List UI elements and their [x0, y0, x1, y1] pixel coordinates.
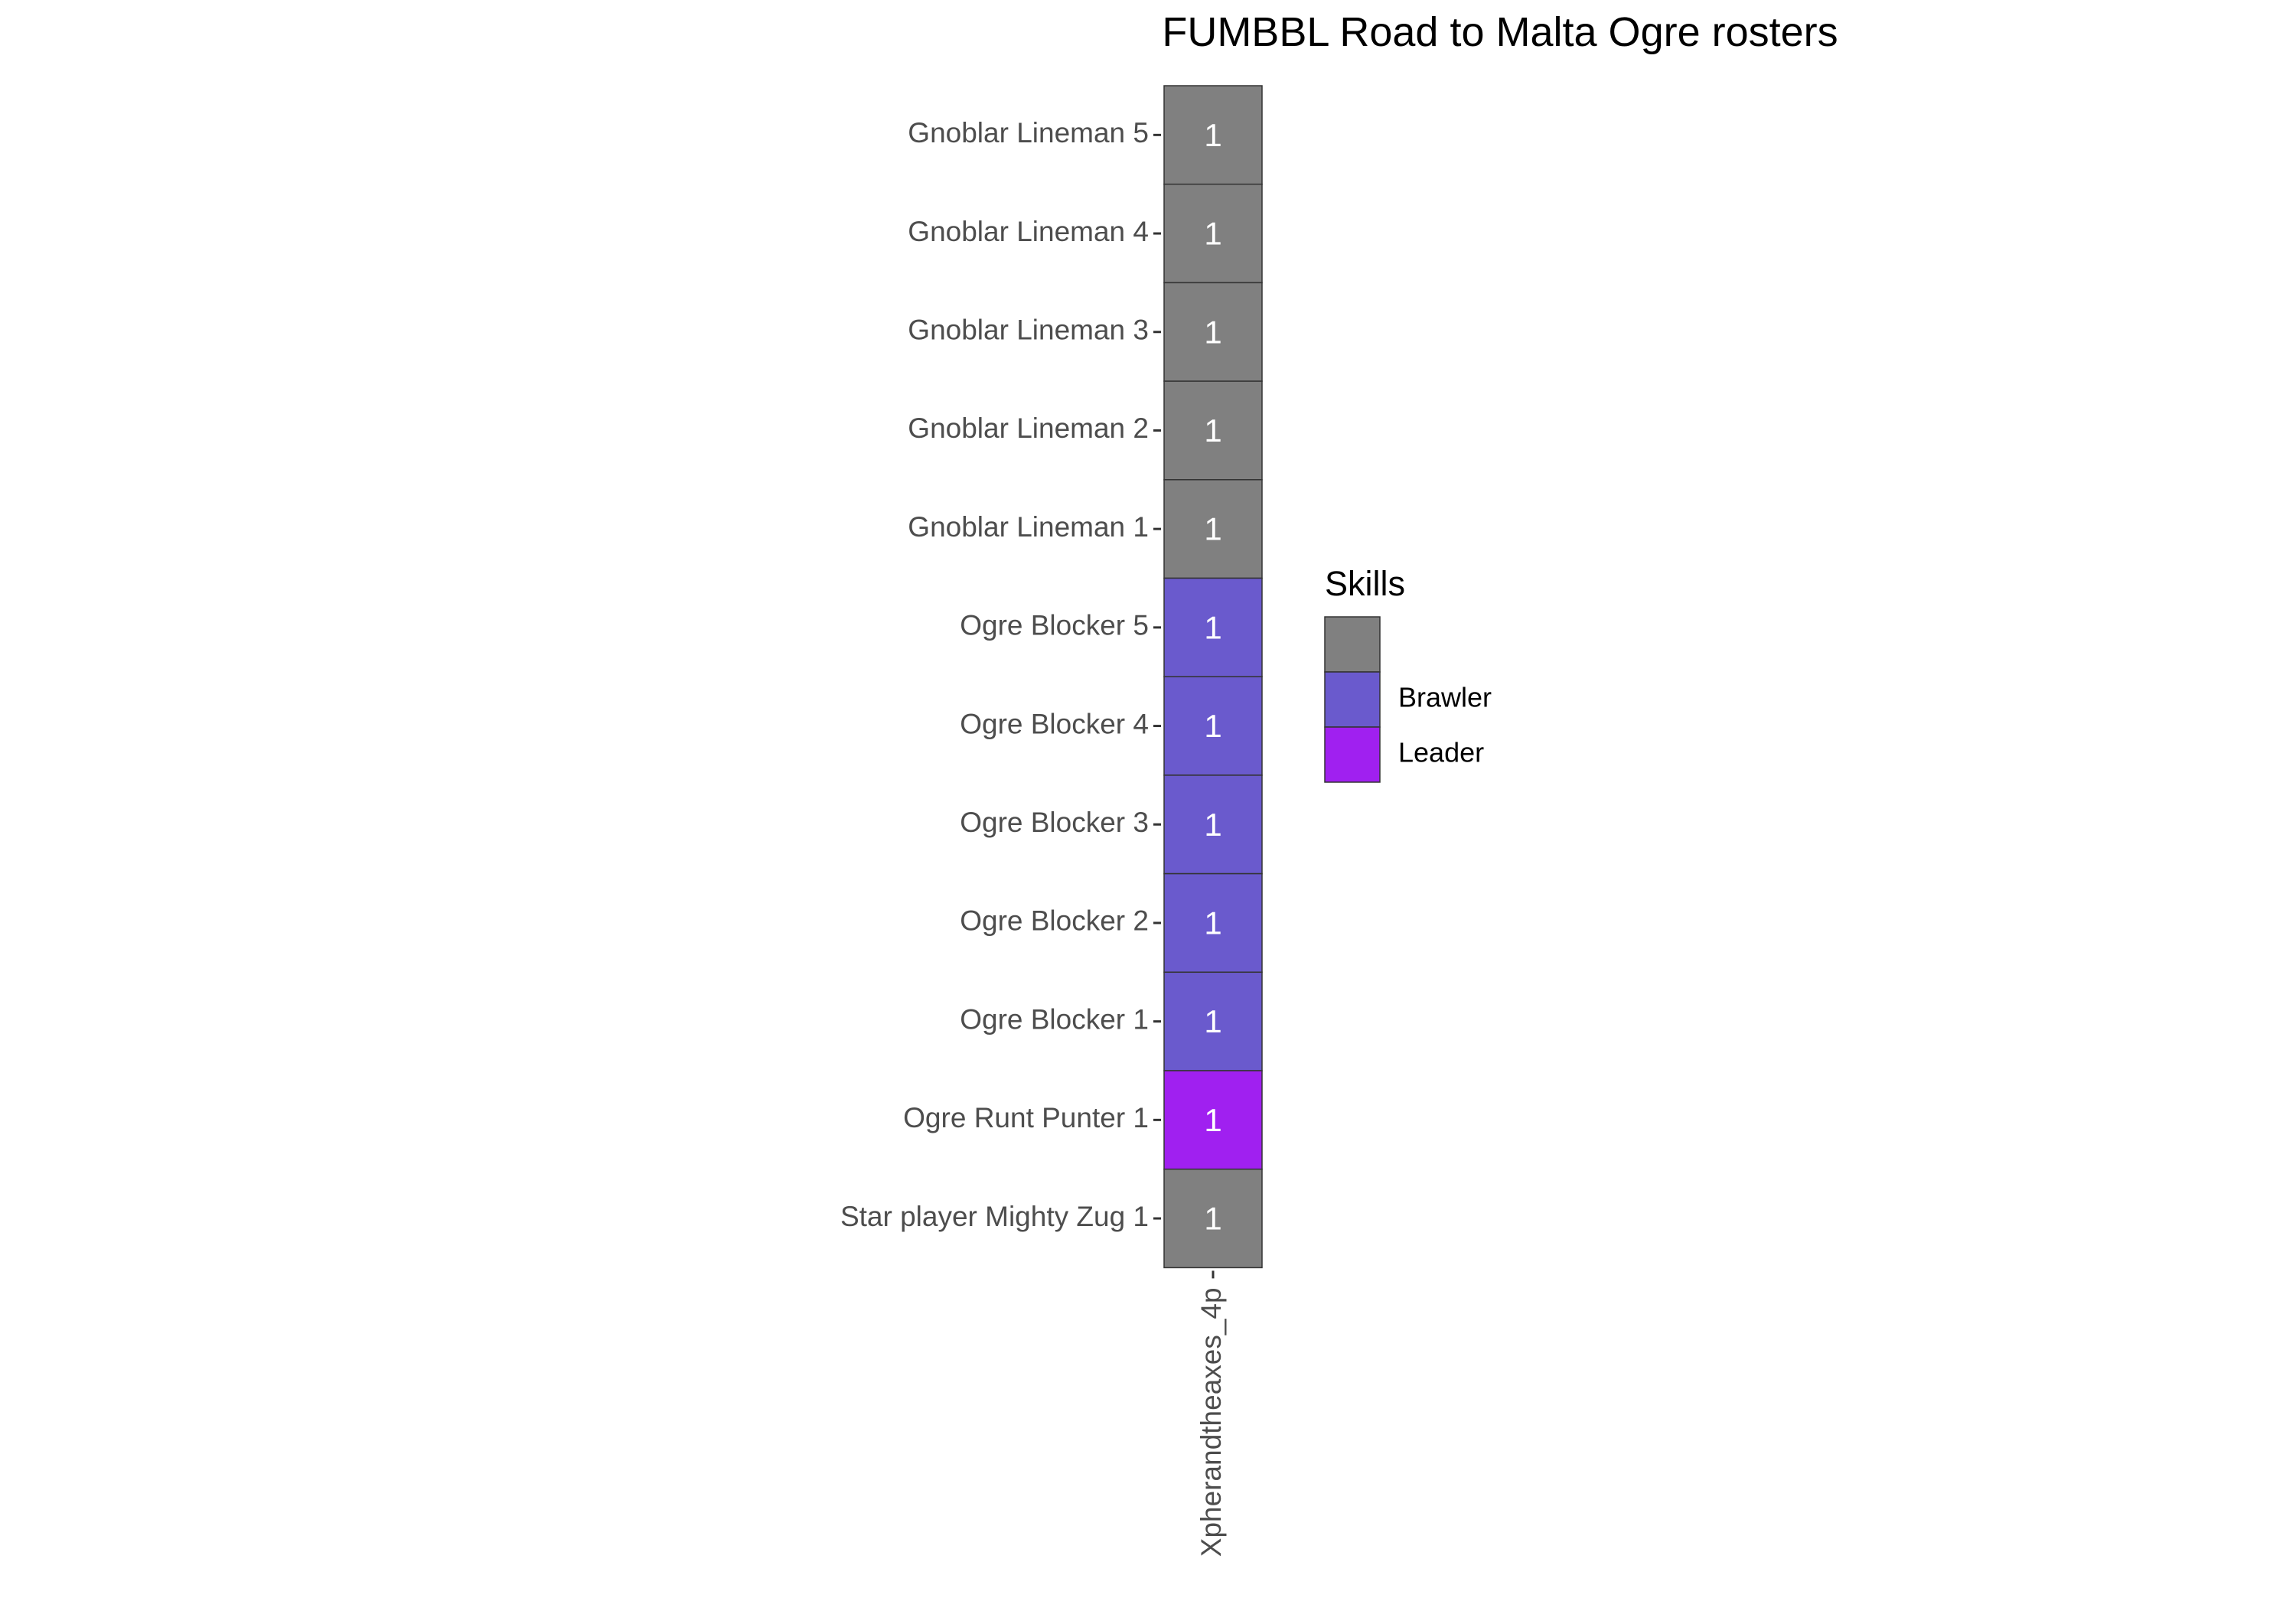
cell-value-label: 1 [1204, 708, 1221, 744]
x-tick-label-xpherandtheaxes-4p: Xpherandtheaxes_4p [1195, 1287, 1227, 1557]
cell-value-label: 1 [1204, 807, 1221, 843]
cell-value-label: 1 [1204, 905, 1221, 941]
y-axis: Gnoblar Lineman 5 Gnoblar Lineman 4 Gnobla… [840, 117, 1161, 1232]
y-tick-label-ogre-blocker-1: Ogre Blocker 1 [960, 1003, 1149, 1035]
heatmap-cell-ogre-blocker-1 [1163, 971, 1263, 1071]
y-tick-label-gnoblar-lineman-4: Gnoblar Lineman 4 [908, 216, 1149, 247]
y-tick-label-ogre-runt-punter-1: Ogre Runt Punter 1 [903, 1102, 1149, 1133]
heatmap-cell-ogre-blocker-4 [1163, 676, 1263, 776]
heatmap-cell-ogre-runt-punter-1 [1163, 1070, 1263, 1170]
cell-value-label: 1 [1204, 511, 1221, 547]
plot-panel: 1 1 1 1 1 1 1 1 1 1 1 1 [1163, 85, 1263, 1269]
heatmap-cell-gnoblar-lineman-3 [1163, 282, 1263, 382]
y-tick-label-gnoblar-lineman-3: Gnoblar Lineman 3 [908, 315, 1149, 346]
legend-key-leader [1324, 726, 1381, 783]
cell-value-label: 1 [1204, 413, 1221, 448]
heatmap-cell-ogre-blocker-3 [1163, 775, 1263, 875]
y-tick-label-ogre-blocker-5: Ogre Blocker 5 [960, 610, 1149, 641]
legend-label-brawler: Brawler [1398, 682, 1492, 713]
cell-value-label: 1 [1204, 609, 1221, 645]
legend-title: Skills [1325, 564, 1405, 603]
cell-value-label: 1 [1204, 117, 1221, 153]
legend-entries: Brawler Leader [1324, 616, 1492, 783]
y-tick-label-ogre-blocker-2: Ogre Blocker 2 [960, 905, 1149, 937]
legend: Skills Brawler Leader [1324, 564, 1492, 783]
cell-value-label: 1 [1204, 1003, 1221, 1039]
cell-value-label: 1 [1204, 314, 1221, 350]
heatmap-cell-gnoblar-lineman-4 [1163, 183, 1263, 284]
cell-value-label: 1 [1204, 216, 1221, 252]
y-tick-label-ogre-blocker-3: Ogre Blocker 3 [960, 807, 1149, 838]
y-tick-label-gnoblar-lineman-2: Gnoblar Lineman 2 [908, 413, 1149, 444]
heatmap-cell-ogre-blocker-2 [1163, 872, 1263, 973]
y-tick-label-gnoblar-lineman-5: Gnoblar Lineman 5 [908, 117, 1149, 148]
legend-label-leader: Leader [1398, 737, 1484, 768]
cell-value-label: 1 [1204, 1201, 1221, 1237]
y-tick-label-ogre-blocker-4: Ogre Blocker 4 [960, 708, 1149, 739]
legend-key-brawler [1324, 671, 1381, 728]
y-tick-label-star-player-mighty-zug-1: Star player Mighty Zug 1 [840, 1201, 1149, 1232]
y-tick-label-gnoblar-lineman-1: Gnoblar Lineman 1 [908, 511, 1149, 543]
x-axis: Xpherandtheaxes_4p [1195, 1270, 1227, 1557]
legend-key-none [1324, 616, 1381, 673]
cell-value-label: 1 [1204, 1102, 1221, 1138]
heatmap-cell-gnoblar-lineman-2 [1163, 380, 1263, 481]
heatmap-cell-gnoblar-lineman-5 [1163, 85, 1263, 185]
chart-title: FUMBBL Road to Malta Ogre rosters [1162, 9, 1838, 55]
heatmap-cell-star-player-mighty-zug-1 [1163, 1168, 1263, 1269]
